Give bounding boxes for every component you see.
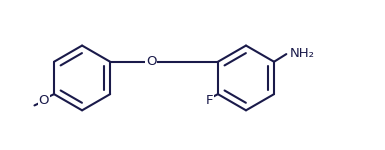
Text: O: O	[38, 94, 49, 106]
Text: O: O	[146, 55, 156, 68]
Text: F: F	[206, 94, 214, 107]
Text: NH₂: NH₂	[290, 47, 315, 60]
